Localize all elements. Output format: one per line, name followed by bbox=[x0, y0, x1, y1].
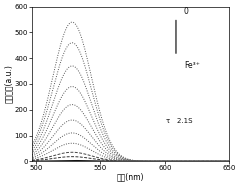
Text: τ   2.1S: τ 2.1S bbox=[166, 118, 193, 124]
Text: 0: 0 bbox=[184, 7, 189, 16]
Text: Fe³⁺: Fe³⁺ bbox=[184, 61, 200, 70]
X-axis label: 波长(nm): 波长(nm) bbox=[117, 173, 144, 182]
Y-axis label: 荧光强度(a.u.): 荧光强度(a.u.) bbox=[4, 65, 13, 103]
